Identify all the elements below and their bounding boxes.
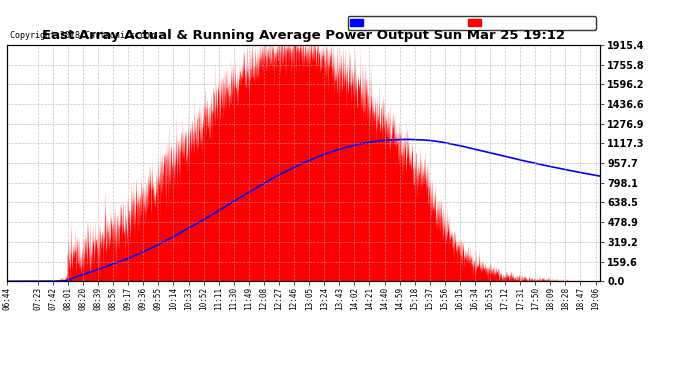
Title: East Array Actual & Running Average Power Output Sun Mar 25 19:12: East Array Actual & Running Average Powe… (42, 30, 565, 42)
Legend: Average  (DC Watts), East Array  (DC Watts): Average (DC Watts), East Array (DC Watts… (348, 16, 596, 30)
Text: Copyright 2018 Cartronics.com: Copyright 2018 Cartronics.com (10, 31, 155, 40)
